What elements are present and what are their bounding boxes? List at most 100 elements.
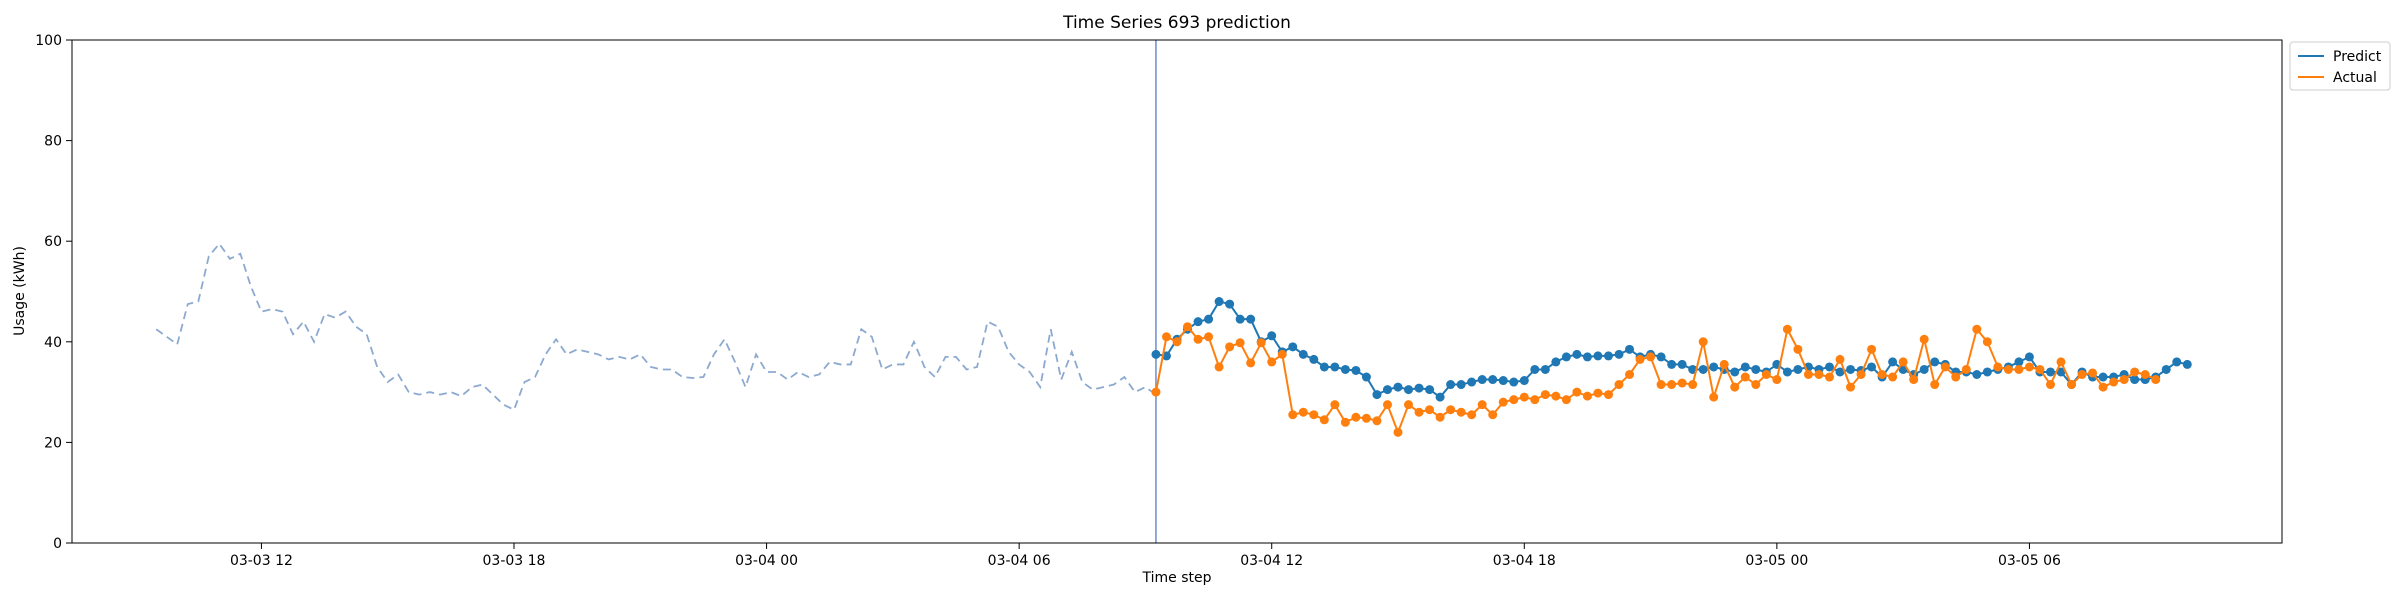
actual-point (1404, 400, 1414, 410)
predict-point (1888, 357, 1898, 367)
legend-actual-label: Actual (2333, 70, 2377, 86)
actual-point (1719, 359, 1729, 369)
predict-point (1425, 385, 1435, 395)
actual-point (1625, 369, 1635, 379)
actual-point (1435, 412, 1445, 422)
actual-point (1656, 380, 1666, 390)
actual-line (1154, 325, 2157, 436)
actual-point (1551, 391, 1561, 401)
actual-point (1930, 380, 1940, 390)
actual-point (2067, 380, 2077, 390)
actual-point (1603, 390, 1613, 400)
actual-point (1530, 395, 1540, 405)
predict-point (1846, 364, 1856, 374)
actual-point (2088, 368, 2098, 378)
predict-point (1330, 362, 1340, 372)
actual-point (2098, 382, 2108, 392)
actual-point (2077, 369, 2087, 379)
actual-point (1614, 380, 1624, 390)
actual-point (1772, 375, 1782, 385)
predict-point (1835, 367, 1845, 377)
actual-point (2024, 362, 2034, 372)
predict-point (1193, 317, 1203, 327)
actual-point (1351, 412, 1361, 422)
actual-point (1835, 354, 1845, 364)
actual-point (1730, 382, 1740, 392)
actual-point (2035, 364, 2045, 374)
predict-point (2182, 359, 2192, 369)
predict-point (2014, 357, 2024, 367)
predict-point (1509, 377, 1519, 387)
plot-frame (71, 39, 2283, 544)
actual-point (1214, 362, 1224, 372)
y-tick-label: 80 (44, 134, 62, 150)
actual-point (1635, 354, 1645, 364)
predict-point (1372, 390, 1382, 400)
x-tick-label: 03-05 00 (1745, 553, 1808, 569)
actual-point (1456, 407, 1466, 417)
actual-point (1709, 392, 1719, 402)
actual-point (1267, 357, 1277, 367)
actual-point (1761, 369, 1771, 379)
actual-point (1298, 407, 1308, 417)
actual-point (1319, 415, 1329, 425)
predict-point (1435, 392, 1445, 402)
predict-point (1698, 364, 1708, 374)
predict-point (1361, 372, 1371, 382)
actual-point (1193, 334, 1203, 344)
predict-point (2130, 375, 2140, 385)
predict-point (1561, 352, 1571, 362)
predict-point (1751, 364, 1761, 374)
predict-point (1603, 351, 1613, 361)
actual-point (1751, 380, 1761, 390)
x-tick-label: 03-03 12 (230, 553, 293, 569)
predict-point (1351, 365, 1361, 375)
predict-point (1235, 314, 1245, 324)
predict-point (1782, 367, 1792, 377)
predict-point (1214, 297, 1224, 307)
actual-point (1940, 362, 1950, 372)
actual-point (1582, 391, 1592, 401)
actual-point (2140, 369, 2150, 379)
predict-point (1867, 362, 1877, 372)
chart-title: Time Series 693 prediction (1062, 13, 1291, 33)
predict-point (1404, 385, 1414, 395)
predict-point (1709, 362, 1719, 372)
predict-point (1288, 342, 1298, 352)
actual-point (2130, 367, 2140, 377)
plot-area (155, 40, 2192, 543)
predict-point (1656, 352, 1666, 362)
legend: Predict Actual (2289, 41, 2391, 91)
predict-point (1382, 385, 1392, 395)
y-axis: 0 20 40 60 80 100 (35, 33, 72, 552)
x-tick-label: 03-04 06 (988, 553, 1051, 569)
predict-point (1982, 367, 1992, 377)
actual-point (1183, 322, 1193, 332)
actual-point (2119, 375, 2129, 385)
actual-point (1246, 358, 1256, 368)
actual-point (1951, 372, 1961, 382)
x-axis: 03-03 12 03-03 18 03-04 00 03-04 06 03-04 12… (230, 543, 2061, 569)
x-tick-label: 03-05 06 (1998, 553, 2061, 569)
predict-point (1593, 351, 1603, 361)
actual-point (1898, 357, 1908, 367)
actual-point (2109, 377, 2119, 387)
x-tick-label: 03-04 00 (735, 553, 798, 569)
actual-point (1540, 390, 1550, 400)
actual-point (2056, 357, 2066, 367)
predict-point (1919, 364, 1929, 374)
actual-point (1961, 364, 1971, 374)
predict-point (1456, 380, 1466, 390)
y-axis-label: Usage (kWh) (12, 246, 28, 336)
predict-point (1204, 314, 1214, 324)
actual-point (1909, 375, 1919, 385)
predict-point (1824, 362, 1834, 372)
actual-point (1225, 342, 1235, 352)
actual-point (1867, 344, 1877, 354)
legend-predict-label: Predict (2333, 49, 2382, 65)
actual-point (1814, 369, 1824, 379)
actual-point (1488, 410, 1498, 420)
actual-point (2014, 364, 2024, 374)
actual-point (1372, 416, 1382, 426)
y-tick-label: 0 (53, 536, 62, 552)
